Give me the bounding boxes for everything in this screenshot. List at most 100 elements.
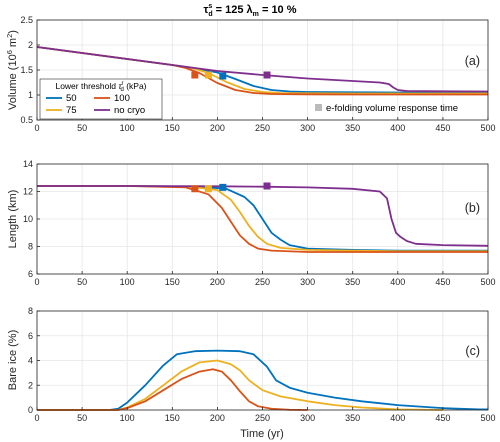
xtick-label: 50 — [77, 277, 87, 287]
xtick-label: 500 — [480, 123, 495, 133]
ylabel-bare-ice: Bare ice (%) — [7, 330, 19, 391]
xtick-label: 350 — [345, 413, 360, 423]
title-tau-sub: d — [208, 11, 212, 18]
title-tau-sup: s — [208, 3, 212, 10]
xtick-label: 250 — [255, 413, 270, 423]
ylabel-volume: Volume (106 m2) — [5, 30, 19, 110]
xtick-label: 450 — [435, 413, 450, 423]
ytick-label: 6 — [28, 269, 33, 279]
ylabel-volume-pre: Volume (10 — [7, 54, 19, 110]
xtick-label: 450 — [435, 277, 450, 287]
efold-marker-s50 — [219, 72, 227, 80]
efold-marker-nocryo — [263, 182, 271, 190]
legend-label-75: 75 — [66, 105, 77, 116]
efold-label: e-folding volume response time — [326, 103, 458, 114]
efold-marker-s100 — [191, 71, 199, 79]
grid-bare-ice — [36, 310, 489, 411]
yticks-length: 6 8 10 12 14 — [23, 159, 40, 279]
ytick-label: 2 — [28, 40, 33, 50]
legend-title-tau: τ — [118, 81, 122, 91]
xtick-label: 100 — [120, 277, 135, 287]
ytick-label: 0 — [28, 405, 33, 415]
ytick-label: 8 — [28, 306, 33, 316]
xtick-label: 500 — [480, 413, 495, 423]
efold-marker-s50 — [219, 183, 227, 191]
xtick-label: 500 — [480, 277, 495, 287]
efold-marker-s75 — [204, 71, 212, 79]
xtick-label: 150 — [165, 123, 180, 133]
series-line-nocryo — [37, 185, 489, 247]
ytick-label: 0.5 — [20, 115, 33, 125]
xtick-label: 300 — [300, 277, 315, 287]
xtick-label: 0 — [34, 123, 39, 133]
ytick-label: 1 — [28, 90, 33, 100]
xtick-label: 400 — [390, 123, 405, 133]
xtick-label: 0 — [34, 277, 39, 287]
xtick-label: 400 — [390, 413, 405, 423]
xtick-label: 0 — [34, 413, 39, 423]
series-line-s50 — [37, 349, 488, 411]
ylabel-volume-sup2: 2 — [5, 34, 14, 38]
xtick-label: 300 — [300, 123, 315, 133]
xtick-label: 100 — [120, 413, 135, 423]
ytick-label: 1.5 — [20, 65, 33, 75]
legend-label-nocryo: no cryo — [114, 105, 145, 116]
legend-title-tau-sub: d — [121, 87, 124, 93]
figure-title: τs d = 125 λm = 10 % — [203, 3, 296, 18]
xtick-label: 50 — [77, 123, 87, 133]
panel-label-a: (a) — [465, 54, 480, 68]
title-tau: τ — [203, 4, 208, 16]
xtick-label: 200 — [210, 413, 225, 423]
ylabel-volume-mid: m — [7, 38, 19, 50]
title-lambda-sub: m — [253, 11, 259, 18]
title-lambda-value: = 10 % — [259, 4, 297, 16]
legend-title: Lower threshold τr d (kPa) — [55, 81, 146, 93]
ylabel-volume-post: ) — [7, 30, 19, 34]
xtick-label: 250 — [255, 123, 270, 133]
xticks-volume: 0 50 100 150 200 250 300 350 400 450 500 — [34, 117, 496, 133]
efold-marker-square — [315, 104, 322, 111]
ytick-label: 2.5 — [20, 15, 33, 25]
xtick-label: 400 — [390, 277, 405, 287]
series-line-s75 — [37, 185, 488, 253]
xtick-label: 350 — [345, 123, 360, 133]
series-line-s75 — [37, 359, 443, 411]
efold-legend: e-folding volume response time — [315, 103, 458, 114]
legend-title-tau-sup: r — [122, 81, 124, 87]
legend: Lower threshold τr d (kPa) 50 75 100 no c… — [39, 78, 163, 120]
efold-marker-s100 — [191, 185, 199, 193]
yticks-volume: 0.5 1 1.5 2 2.5 — [20, 15, 40, 125]
xtick-label: 200 — [210, 277, 225, 287]
xlabel-time: Time (yr) — [240, 428, 284, 440]
yticks-bare-ice: 0 2 4 6 8 — [28, 306, 40, 415]
panel-volume: 0.511.522.5 0 50 100 150 200 250 300 350 400 450 5… — [5, 15, 496, 133]
xtick-label: 100 — [120, 123, 135, 133]
legend-title-post: (kPa) — [124, 81, 147, 91]
title-value: = 125 — [213, 4, 247, 16]
xtick-label: 150 — [165, 277, 180, 287]
series-bare-ice — [37, 349, 488, 411]
efold-marker-s75 — [204, 185, 212, 193]
ytick-label: 8 — [28, 242, 33, 252]
legend-label-100: 100 — [114, 93, 130, 104]
panel-label-b: (b) — [465, 201, 480, 215]
ytick-label: 10 — [23, 214, 33, 224]
series-line-s100 — [37, 368, 308, 411]
xtick-label: 300 — [300, 413, 315, 423]
ytick-label: 4 — [28, 356, 33, 366]
xtick-label: 450 — [435, 123, 450, 133]
series-line-nocryo — [36, 46, 489, 93]
legend-label-50: 50 — [66, 93, 77, 104]
legend-box — [39, 78, 163, 120]
xtick-label: 350 — [345, 277, 360, 287]
xtick-label: 50 — [77, 413, 87, 423]
xtick-label: 200 — [210, 123, 225, 133]
markers-length — [191, 182, 271, 193]
xtick-label: 250 — [255, 277, 270, 287]
xtick-label: 150 — [165, 413, 180, 423]
ytick-label: 6 — [28, 331, 33, 341]
panel-bare-ice: 0 2 4 6 8 0 50 100 150 200 250 300 350 400 450 500 (c)… — [7, 306, 496, 440]
ytick-label: 2 — [28, 380, 33, 390]
